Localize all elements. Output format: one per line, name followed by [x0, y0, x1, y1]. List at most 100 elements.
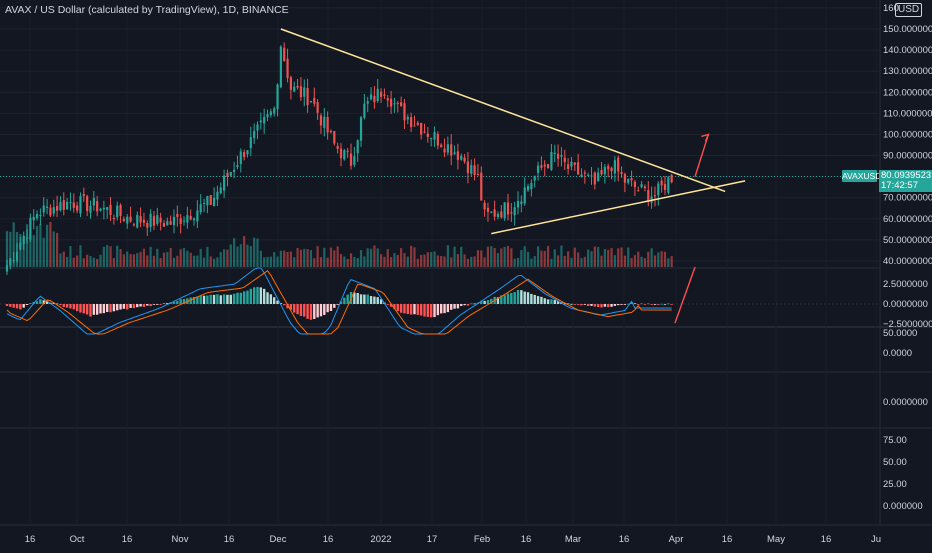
candle-body [510, 212, 513, 214]
macd-histogram-bar [620, 304, 623, 305]
macd-histogram-bar [333, 304, 336, 308]
volume-bar [186, 250, 189, 267]
macd-histogram-bar [516, 289, 520, 304]
volume-bar [339, 254, 343, 267]
macd-histogram-bar [85, 304, 89, 315]
macd-histogram-bar [212, 294, 216, 304]
candle-body [86, 196, 89, 211]
volume-bar [136, 253, 139, 267]
volume-bar [506, 245, 510, 267]
time-tick-label: 16 [821, 534, 832, 545]
price-tick-label: 140.0000000 [883, 45, 932, 56]
candle-body [42, 205, 45, 213]
volume-bar [366, 248, 369, 267]
volume-bar [309, 250, 313, 267]
macd-histogram-bar [289, 304, 293, 310]
volume-bar [209, 256, 212, 267]
macd-histogram-bar [82, 304, 86, 314]
volume-bar [182, 247, 186, 267]
macd-histogram-bar [466, 304, 470, 306]
macd-histogram-bar [303, 304, 306, 317]
volume-bar [256, 238, 259, 267]
volume-bar [570, 257, 573, 267]
volume-bar [243, 236, 246, 267]
time-tick-label: Mar [565, 534, 581, 545]
volume-bar [139, 251, 142, 267]
candle-body [336, 145, 339, 149]
volume-bar [587, 249, 590, 267]
volume-bar [289, 251, 292, 267]
candle-body [25, 237, 29, 239]
drawings[interactable] [280, 28, 746, 324]
candle-body [366, 101, 369, 104]
macd-histogram-bar [399, 304, 403, 313]
candle-body [363, 103, 366, 118]
candle-body [172, 216, 176, 226]
volume-bar [269, 256, 272, 267]
volume-bar [613, 255, 616, 267]
volume-bar [132, 254, 136, 267]
volume-bar [172, 257, 176, 267]
volume-bar [5, 231, 9, 267]
volume-bar [486, 246, 490, 267]
candle-body [613, 160, 616, 174]
volume-bar [72, 257, 75, 267]
candle-body [259, 120, 262, 123]
volume-bar [523, 246, 526, 267]
candle-body [39, 215, 42, 217]
candle-body [136, 214, 139, 228]
macd-histogram-bar [179, 299, 182, 304]
volume-bar [9, 231, 12, 267]
candle-body [192, 218, 196, 221]
candle-body [640, 184, 643, 188]
macd-histogram-bar [159, 304, 162, 305]
macd-histogram-bar [363, 294, 366, 304]
candle-body [316, 101, 319, 113]
volume-bar [296, 247, 299, 267]
macd-histogram-bar [446, 304, 450, 313]
candle-body [443, 148, 446, 153]
candle-body [473, 165, 476, 175]
candle-body [583, 172, 586, 174]
macd-histogram-bar [319, 304, 323, 317]
macd-histogram-bar [613, 304, 617, 306]
volume-bar [106, 245, 109, 267]
candle-body [536, 165, 540, 173]
volume-bar [657, 252, 660, 267]
candle-body [520, 201, 523, 205]
volume-bar [279, 250, 282, 267]
candle-body [486, 207, 490, 212]
macd-histogram-bar [670, 304, 673, 305]
price-tick-label: 120.0000000 [883, 87, 932, 98]
symbol-tag: AVAXUSD [842, 170, 882, 182]
candle-body [470, 165, 473, 174]
macd-histogram-bar [126, 304, 129, 310]
volume-bar [22, 236, 25, 267]
volume-bar [483, 257, 486, 267]
volume-bar [356, 258, 359, 267]
macd-histogram-bar [242, 291, 246, 304]
candle-body [369, 94, 373, 100]
volume-bar [510, 248, 513, 267]
volume-bar [86, 254, 89, 267]
macd-histogram-bar [503, 295, 506, 304]
currency-label[interactable]: USD [895, 3, 923, 17]
volume-bar [92, 257, 95, 267]
volume-bar [66, 257, 69, 267]
macd-histogram-bar [239, 292, 242, 304]
macd-histogram-bar [109, 304, 112, 313]
candle-body [376, 88, 379, 101]
candle-body [567, 164, 570, 169]
candle-body [600, 169, 603, 175]
countdown: 17:42:57 [881, 180, 918, 191]
volume-bar [620, 247, 623, 267]
candle-body [196, 210, 199, 222]
macd-histogram-bar [55, 303, 59, 305]
pane5-tick-label: 50.00 [883, 457, 907, 468]
macd-histogram-bar [610, 304, 613, 307]
volume-bar [623, 255, 626, 267]
candle-body [373, 95, 376, 103]
macd-histogram-bar [536, 296, 540, 304]
